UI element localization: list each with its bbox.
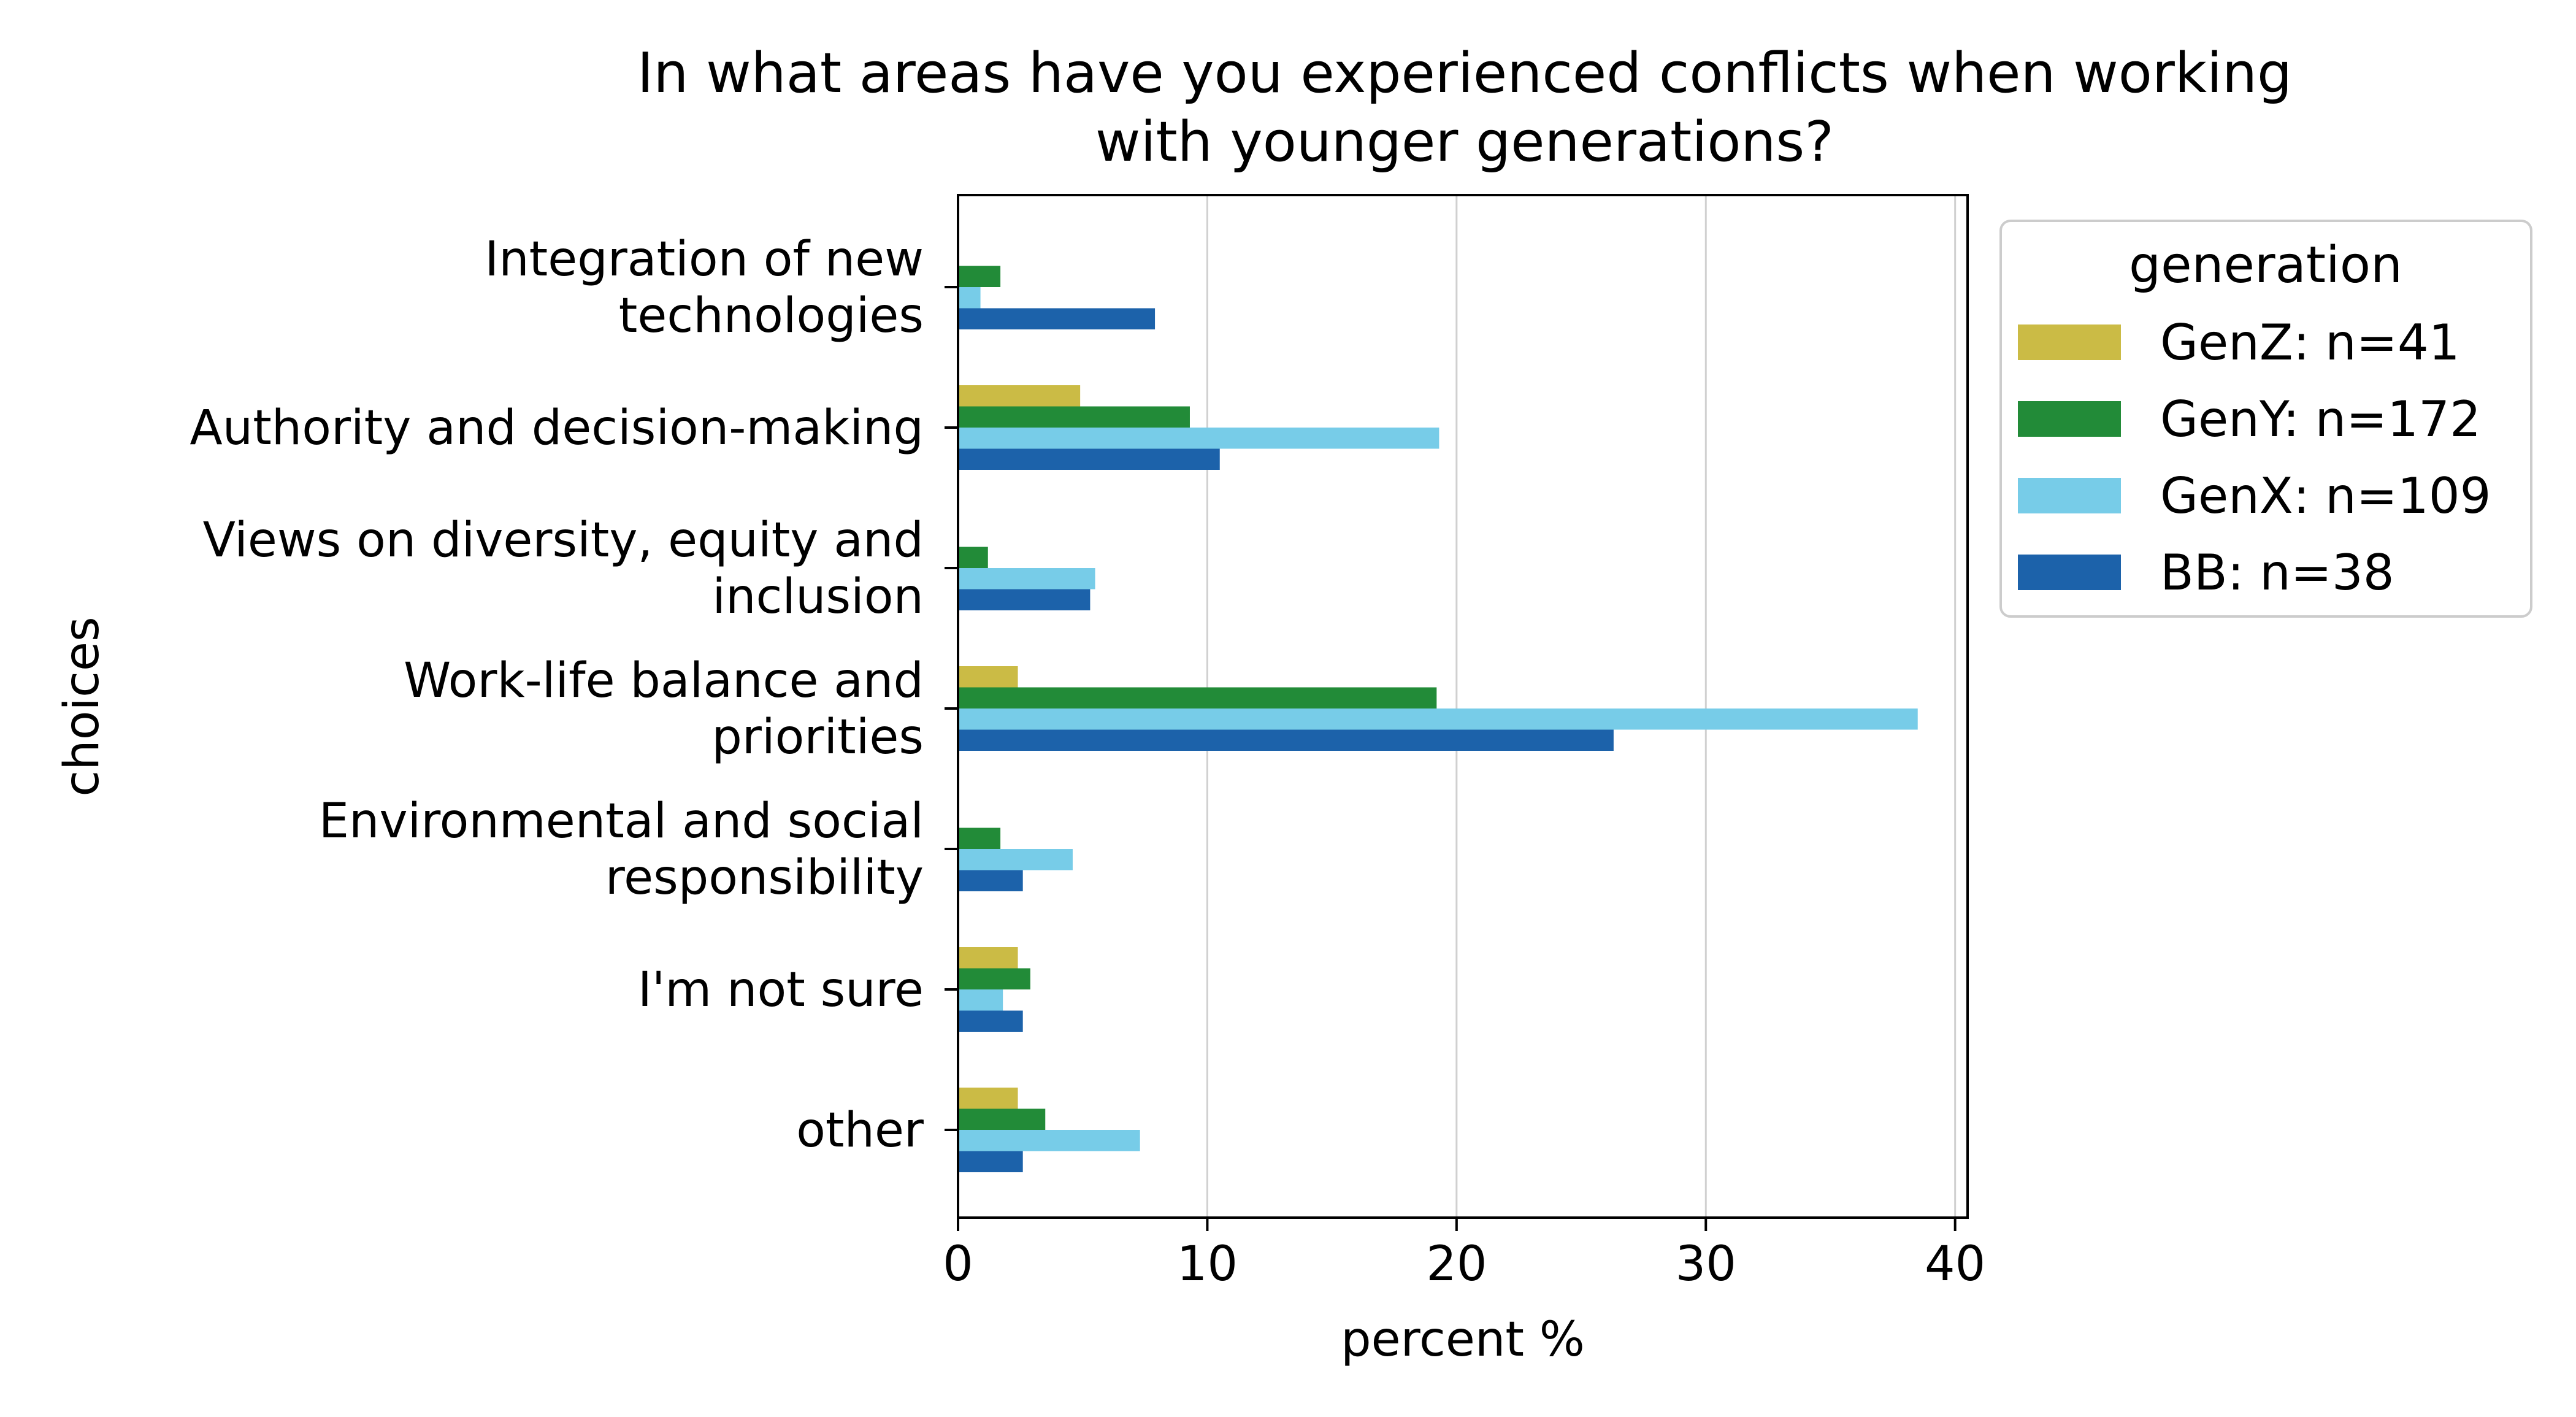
chart-title: In what areas have you experienced confl… [637,41,2292,174]
bar [958,1151,1023,1172]
y-tick-label: Authority and decision-making [190,401,924,456]
legend-entry: GenZ: n=41 [2160,314,2460,371]
chart-title-line: In what areas have you experienced confl… [637,41,2292,106]
y-axis-label: choices [55,616,110,796]
y-tick-label: Environmental and social [319,794,924,849]
bar [958,406,1190,428]
bar [958,266,1001,287]
legend: generation GenZ: n=41 GenY: n=172 GenX: n=1… [1999,220,2532,618]
legend-entry: GenX: n=109 [2160,467,2491,524]
y-tick-label: other [796,1103,924,1158]
bar [958,968,1030,989]
y-tick-label: technologies [619,288,924,344]
bar [958,385,1081,407]
y-tick-label: Views on diversity, equity and [203,513,924,568]
bar [958,849,1073,870]
bar [958,989,1003,1011]
bar [958,547,988,568]
bars [958,266,1918,1172]
y-tick-label: Work-life balance and [404,653,924,708]
y-tick-label: Integration of new [485,232,924,287]
bar [958,308,1156,329]
bar [958,1130,1140,1151]
y-tick-label: I'm not sure [638,962,924,1018]
bar [958,287,981,309]
bar [958,708,1918,730]
bar [958,1010,1023,1032]
legend-title: generation [2129,236,2402,294]
x-axis-label: percent % [1341,1312,1585,1367]
x-tick-label: 40 [1925,1237,1985,1292]
plot-frame [957,194,1969,1219]
legend-swatch [2018,324,2121,360]
bar [958,1108,1046,1130]
bar [958,428,1439,449]
y-tick-label: responsibility [605,850,924,905]
bar [958,1088,1018,1109]
y-tick-label: priorities [711,710,924,765]
bar [958,870,1023,891]
legend-swatch [2018,555,2121,590]
bar [958,729,1614,751]
legend-entry: GenY: n=172 [2160,391,2481,448]
bar [958,666,1018,688]
x-axis: 0 10 20 30 40 [943,1218,1985,1292]
bar [958,448,1220,470]
x-tick-label: 10 [1177,1237,1238,1292]
y-tick-label: inclusion [712,569,924,624]
bar [958,687,1437,708]
chart-title-line: with younger generations? [1095,110,1834,174]
x-tick-label: 20 [1426,1237,1487,1292]
legend-entry: BB: n=38 [2160,544,2394,601]
legend-box [1999,220,2532,618]
bar [958,568,1095,589]
bar [958,828,1001,849]
bar [958,589,1091,610]
legend-swatch [2018,478,2121,513]
legend-swatch [2018,401,2121,437]
x-tick-label: 30 [1676,1237,1736,1292]
x-tick-label: 0 [943,1237,973,1292]
bar [958,947,1018,969]
